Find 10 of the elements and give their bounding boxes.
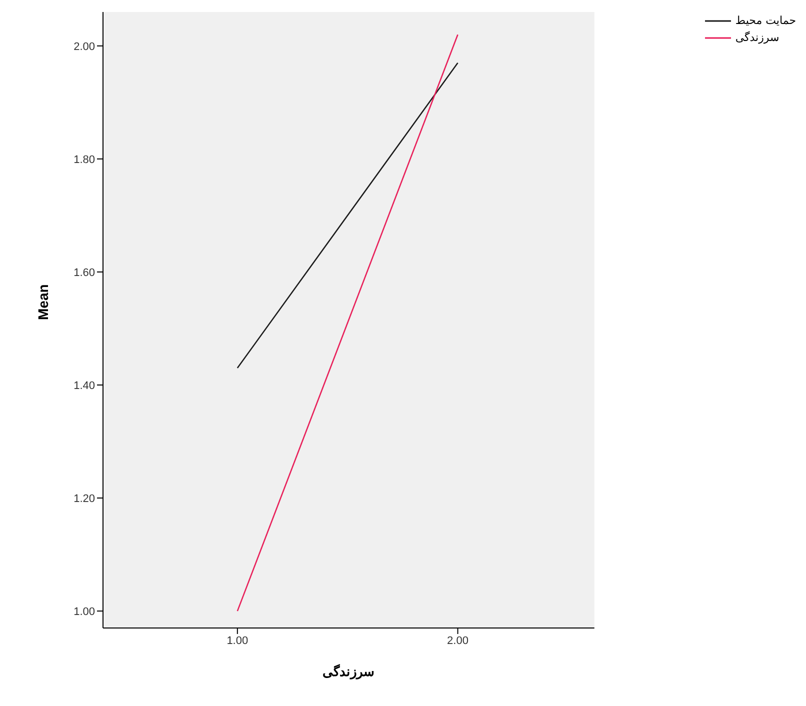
- y-tick-label: 1.40: [74, 380, 95, 392]
- legend-label: سرزندگی: [735, 31, 780, 44]
- y-tick-label: 1.60: [74, 266, 95, 279]
- y-tick-label: 1.00: [74, 606, 95, 618]
- legend-label: حمایت محیط: [735, 14, 796, 27]
- y-axis-title: Mean: [34, 284, 51, 320]
- y-tick-label: 2.00: [74, 40, 95, 53]
- x-axis-title: سرزندگی: [322, 663, 375, 680]
- y-tick-label: 1.20: [74, 492, 95, 505]
- y-tick-label: 1.80: [74, 154, 95, 166]
